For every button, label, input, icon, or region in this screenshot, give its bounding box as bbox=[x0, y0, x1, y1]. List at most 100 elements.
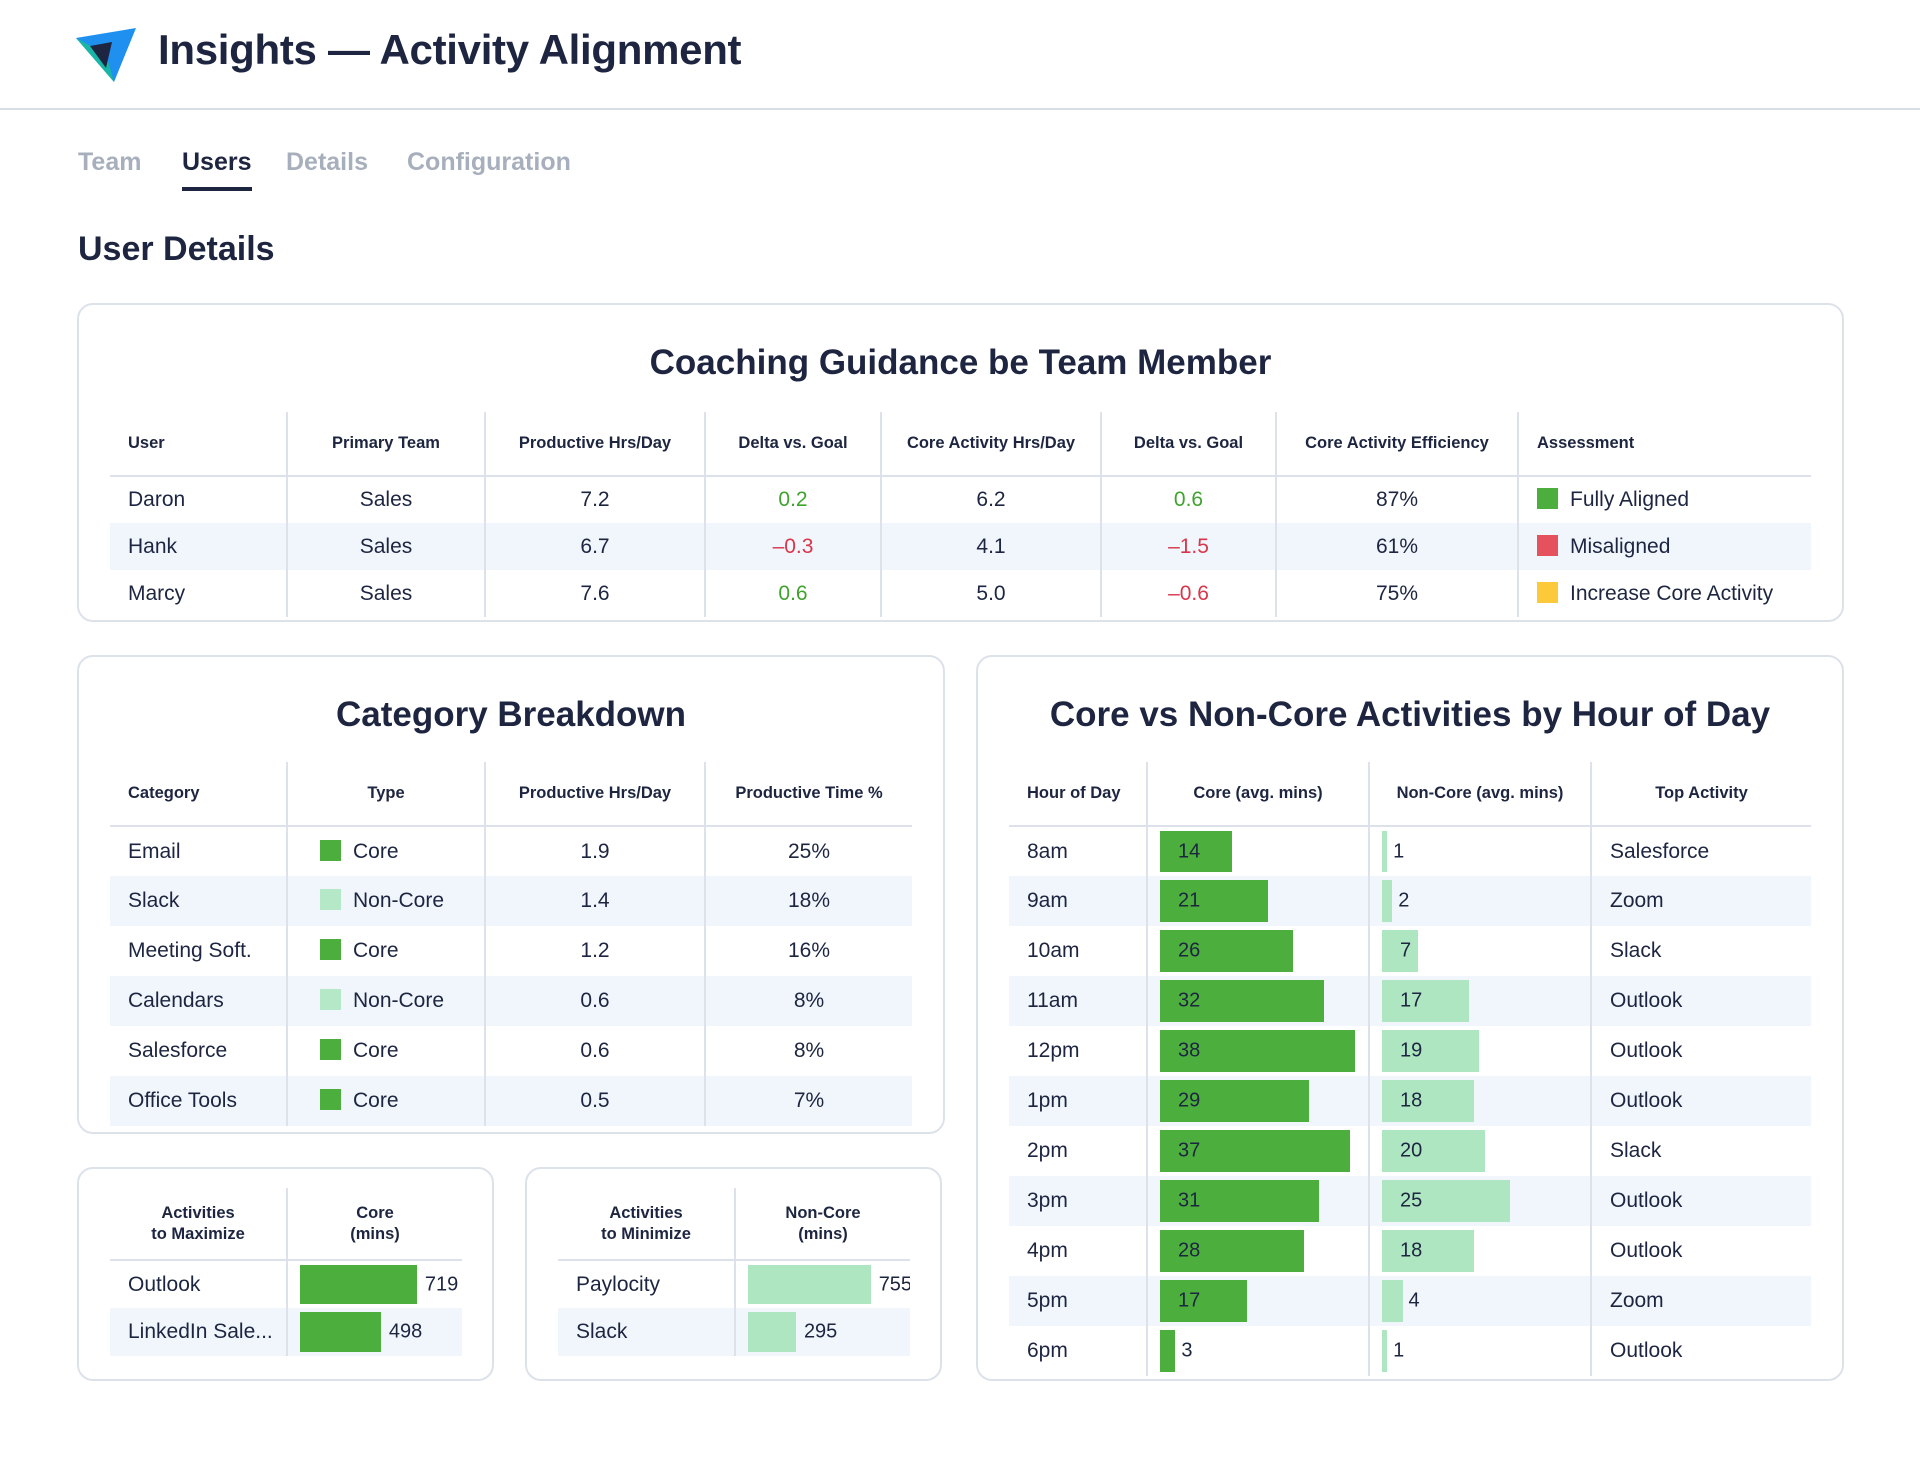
hourly-activities-card: Core vs Non-Core Activities by Hour of D… bbox=[976, 655, 1844, 1381]
table-row[interactable]: 4pm 28 18 Outlook bbox=[1009, 1226, 1811, 1276]
bar-cell: 498 bbox=[286, 1308, 462, 1356]
table-row[interactable]: Daron Sales 7.2 0.2 6.2 0.6 87% Fully Al… bbox=[110, 476, 1811, 523]
table-row[interactable]: Paylocity 755 bbox=[558, 1260, 910, 1308]
category-table: Category Type Productive Hrs/Day Product… bbox=[110, 762, 912, 1126]
non-core-bar-cell: 18 bbox=[1368, 1226, 1591, 1276]
tab-details[interactable]: Details bbox=[286, 148, 368, 176]
core-value-label: 29 bbox=[1178, 1089, 1201, 1112]
core-value-label: 21 bbox=[1178, 889, 1201, 912]
table-row[interactable]: 6pm 3 1 Outlook bbox=[1009, 1326, 1811, 1376]
core-bar bbox=[1160, 930, 1294, 972]
bar-cell: 295 bbox=[734, 1308, 910, 1356]
category-breakdown-card: Category Breakdown Category Type Product… bbox=[77, 655, 945, 1134]
productive-hrs: 1.2 bbox=[484, 926, 705, 976]
col-category: Category bbox=[110, 762, 287, 827]
tab-users[interactable]: Users bbox=[182, 148, 252, 191]
non-core-bar-cell: 20 bbox=[1368, 1126, 1591, 1176]
table-row[interactable]: Email Core 1.9 25% bbox=[110, 826, 912, 876]
non-core-bar bbox=[1382, 1230, 1475, 1272]
non-core-bar bbox=[1382, 1030, 1480, 1072]
productive-hrs: 7.2 bbox=[484, 476, 705, 523]
category-type: Core bbox=[286, 1026, 485, 1076]
app-header: Insights — Activity Alignment bbox=[0, 0, 1920, 110]
user-name: Marcy bbox=[128, 581, 186, 605]
section-title: User Details bbox=[78, 230, 275, 268]
table-row[interactable]: 8am 14 1 Salesforce bbox=[1009, 826, 1811, 876]
table-row[interactable]: Slack Non-Core 1.4 18% bbox=[110, 876, 912, 926]
table-row[interactable]: Outlook 719 bbox=[110, 1260, 462, 1308]
tab-configuration[interactable]: Configuration bbox=[407, 148, 571, 176]
table-row[interactable]: Calendars Non-Core 0.6 8% bbox=[110, 976, 912, 1026]
col-delta-goal: Delta vs. Goal bbox=[704, 412, 881, 477]
top-activity: Outlook bbox=[1590, 1176, 1811, 1226]
table-row[interactable]: Salesforce Core 0.6 8% bbox=[110, 1026, 912, 1076]
hourly-activities-title: Core vs Non-Core Activities by Hour of D… bbox=[1049, 695, 1771, 734]
type-label: Core bbox=[353, 1039, 399, 1062]
primary-team: Sales bbox=[286, 476, 485, 523]
type-label: Core bbox=[353, 839, 399, 863]
delta-goal: –0.3 bbox=[704, 523, 881, 570]
type-label: Core bbox=[353, 939, 399, 962]
non-core-bar bbox=[748, 1265, 871, 1304]
category-name: Email bbox=[128, 839, 181, 863]
non-core-value-label: 4 bbox=[1408, 1289, 1420, 1312]
table-row[interactable]: 9am 21 2 Zoom bbox=[1009, 876, 1811, 926]
table-row[interactable]: 1pm 29 18 Outlook bbox=[1009, 1076, 1811, 1126]
core-swatch-icon bbox=[320, 839, 341, 861]
non-core-bar-cell: 25 bbox=[1368, 1176, 1591, 1226]
col-top-activity: Top Activity bbox=[1590, 762, 1811, 827]
core-bar-cell: 3 bbox=[1146, 1326, 1369, 1376]
table-row[interactable]: Marcy Sales 7.6 0.6 5.0 –0.6 75% Increas… bbox=[110, 570, 1811, 617]
core-delta-goal: 0.6 bbox=[1100, 476, 1276, 523]
core-activity-hrs: 6.2 bbox=[880, 476, 1101, 523]
col-core-mins: Core (mins) bbox=[286, 1188, 462, 1261]
table-row[interactable]: 3pm 31 25 Outlook bbox=[1009, 1176, 1811, 1226]
productive-pct: 8% bbox=[704, 976, 912, 1026]
col-activities-minimize: Activities to Minimize bbox=[558, 1188, 735, 1261]
core-bar bbox=[300, 1312, 381, 1352]
top-activity: Outlook bbox=[1590, 976, 1811, 1026]
hour-label: 8am bbox=[1027, 839, 1068, 863]
category-type: Core bbox=[286, 826, 485, 876]
core-value-label: 26 bbox=[1178, 939, 1201, 962]
core-swatch-icon bbox=[320, 1039, 341, 1060]
tab-team[interactable]: Team bbox=[78, 148, 142, 176]
table-row[interactable]: 5pm 17 4 Zoom bbox=[1009, 1276, 1811, 1326]
category-name: Calendars bbox=[110, 976, 287, 1026]
productive-hrs: 7.6 bbox=[484, 570, 705, 617]
core-bar bbox=[1160, 1130, 1350, 1172]
col-core-delta-goal: Delta vs. Goal bbox=[1100, 412, 1276, 477]
category-type: Core bbox=[286, 926, 485, 976]
core-bar bbox=[1160, 1330, 1176, 1372]
table-row[interactable]: 11am 32 17 Outlook bbox=[1009, 976, 1811, 1026]
non-core-bar-cell: 1 bbox=[1368, 1326, 1591, 1376]
col-activities-maximize: Activities to Maximize bbox=[110, 1188, 287, 1261]
delta-goal: 0.6 bbox=[704, 570, 881, 617]
table-row[interactable]: Meeting Soft. Core 1.2 16% bbox=[110, 926, 912, 976]
hour-label: 5pm bbox=[1009, 1276, 1147, 1326]
table-row[interactable]: Hank Sales 6.7 –0.3 4.1 –1.5 61% Misalig… bbox=[110, 523, 1811, 570]
table-row[interactable]: Office Tools Core 0.5 7% bbox=[110, 1076, 912, 1126]
assessment: Fully Aligned bbox=[1517, 476, 1811, 523]
non-core-bar bbox=[1382, 1080, 1475, 1122]
table-row[interactable]: LinkedIn Sale... 498 bbox=[110, 1308, 462, 1356]
core-bar bbox=[1160, 831, 1232, 872]
core-activity-hrs: 4.1 bbox=[880, 523, 1101, 570]
col-non-core-mins: Non-Core (mins) bbox=[734, 1188, 910, 1261]
table-row[interactable]: Slack 295 bbox=[558, 1308, 910, 1356]
core-swatch-icon bbox=[320, 1089, 341, 1110]
non-core-value-label: 17 bbox=[1400, 989, 1423, 1012]
app-title: Insights — Activity Alignment bbox=[158, 26, 742, 73]
delta-goal: 0.2 bbox=[704, 476, 881, 523]
productive-pct: 18% bbox=[704, 876, 912, 926]
category-name: Salesforce bbox=[128, 1039, 228, 1062]
table-row[interactable]: 12pm 38 19 Outlook bbox=[1009, 1026, 1811, 1076]
core-bar bbox=[1160, 1280, 1248, 1322]
hour-label: 6pm bbox=[1027, 1339, 1068, 1362]
non-core-value-label: 2 bbox=[1398, 889, 1410, 912]
table-row[interactable]: 10am 26 7 Slack bbox=[1009, 926, 1811, 976]
core-value-label: 32 bbox=[1178, 989, 1201, 1012]
table-row[interactable]: 2pm 37 20 Slack bbox=[1009, 1126, 1811, 1176]
core-bar-cell: 17 bbox=[1146, 1276, 1369, 1326]
hour-label: 10am bbox=[1027, 939, 1080, 962]
